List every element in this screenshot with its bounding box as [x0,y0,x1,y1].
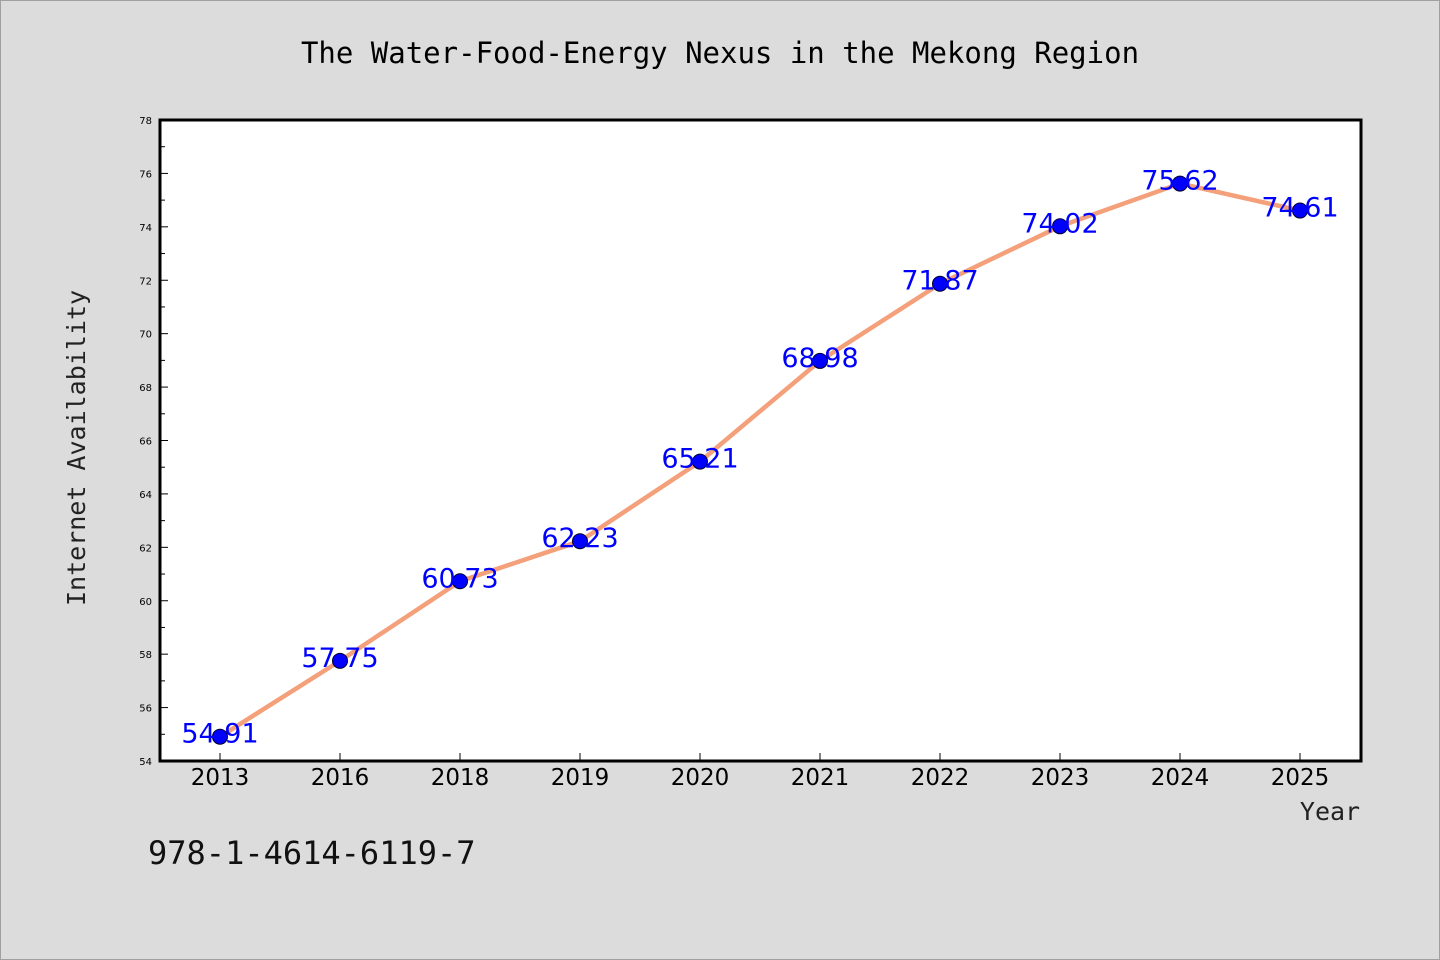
series-line [217,181,1303,739]
x-tick-label: 2024 [1151,765,1210,791]
x-tick-label: 2019 [551,765,610,791]
y-tick-label: 76 [139,169,152,180]
x-axis: 2013 2016 2018 2019 2020 2021 2022 2023 2024 2025 [191,753,1330,791]
chart-title: The Water-Food-Energy Nexus in the Mekon… [301,36,1139,70]
x-tick-label: 2016 [311,765,370,791]
data-point [1292,202,1308,219]
y-tick-label: 74 [139,223,152,234]
series-layer: 54.91 57.75 60.73 62.23 65.21 68.98 71.87 74.02… [181,166,1338,750]
data-label: 62.23 [541,523,618,554]
data-point [692,453,708,470]
data-point [212,728,228,745]
data-label: 68.98 [781,343,858,374]
data-label: 74.61 [1261,193,1338,224]
x-tick-label: 2020 [671,765,730,791]
y-tick-label: 72 [139,276,152,287]
y-tick-label: 58 [139,650,152,661]
data-point [332,652,348,669]
x-tick-label: 2021 [791,765,850,791]
x-tick-label: 2018 [431,765,490,791]
y-tick-label: 56 [139,704,152,715]
isbn-text: 978-1-4614-6119-7 [148,834,476,872]
data-label: 71.87 [901,266,978,297]
y-axis-label: Internet Availability [62,290,91,606]
y-tick-label: 70 [139,330,152,341]
y-tick-label: 66 [139,437,152,448]
x-axis-label: Year [1300,797,1360,826]
plot-area [158,118,1363,763]
data-label: 75.62 [1141,166,1218,197]
y-tick-label: 60 [139,597,152,608]
data-label: 65.21 [661,444,738,475]
data-point [1052,218,1068,235]
data-point [572,533,588,550]
x-tick-label: 2022 [911,765,970,791]
data-label: 57.75 [301,643,378,674]
y-tick-label: 62 [139,543,152,554]
data-label: 74.02 [1021,208,1098,239]
data-point [452,573,468,590]
x-tick-label: 2025 [1271,765,1330,791]
data-point [812,352,828,369]
x-tick-label: 2023 [1031,765,1090,791]
x-tick-label: 2013 [191,765,250,791]
y-tick-label: 78 [139,116,152,127]
y-tick-label: 64 [139,490,152,501]
data-label: 60.73 [421,563,498,594]
data-label: 54.91 [181,719,258,750]
data-point [1172,175,1188,192]
y-tick-label: 54 [139,757,152,768]
data-point [932,275,948,292]
y-axis: 54 56 58 60 62 64 66 68 70 72 74 76 78 [139,116,168,768]
y-tick-label: 68 [139,383,152,394]
